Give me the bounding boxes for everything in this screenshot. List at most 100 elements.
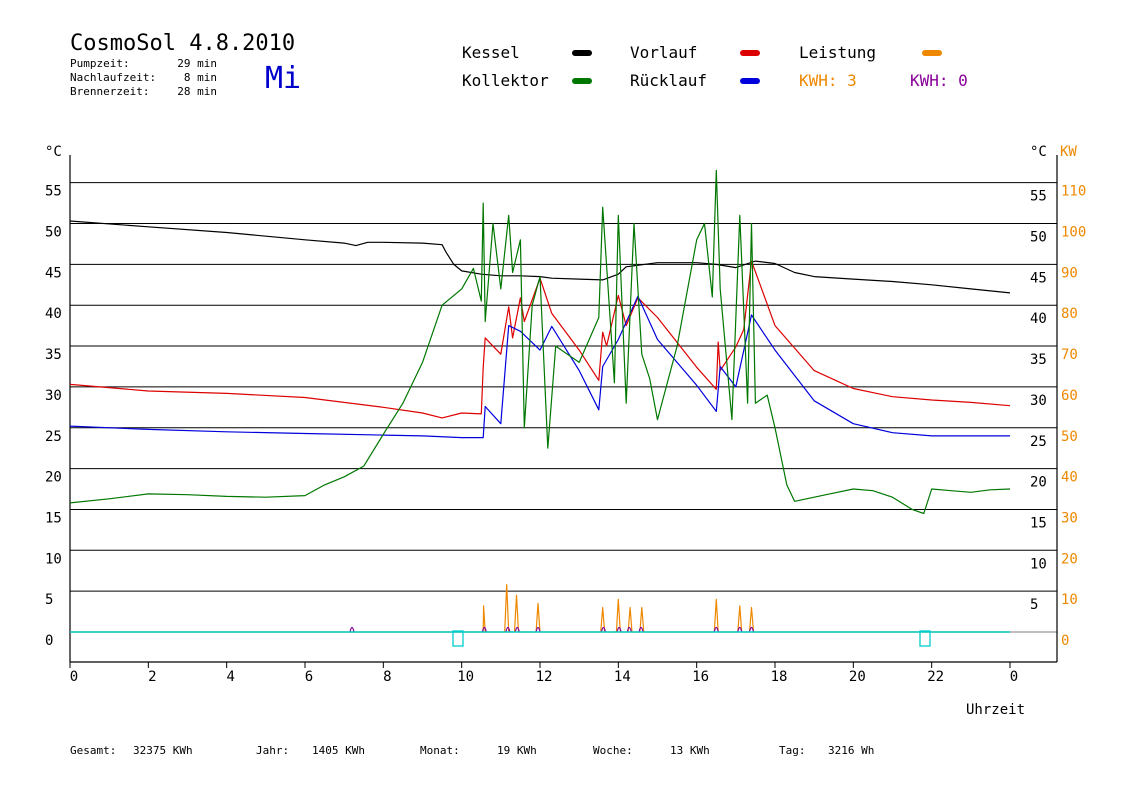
y-axis-unit-right: °C <box>1030 144 1047 160</box>
nachlaufzeit-label: Nachlaufzeit: <box>70 71 156 84</box>
y-tick-right-45: 45 <box>1030 270 1047 286</box>
kw-tick-0: 0 <box>1061 633 1069 649</box>
chart-title: CosmoSol 4.8.2010 <box>70 31 295 56</box>
tag-label: Tag: <box>779 744 806 757</box>
x-tick-3: 6 <box>305 669 313 685</box>
jahr-label: Jahr: <box>256 744 289 757</box>
kw-tick-90: 90 <box>1061 265 1078 281</box>
y-tick-right-10: 10 <box>1030 556 1047 572</box>
x-tick-7: 14 <box>614 669 631 685</box>
kw-tick-40: 40 <box>1061 470 1078 486</box>
series-line-vorlauf <box>69 260 1011 419</box>
pumpzeit-label: Pumpzeit: <box>70 57 130 70</box>
burner-marker-1 <box>481 626 487 633</box>
burner-marker-8 <box>638 626 644 633</box>
legend-label-kollektor: Kollektor <box>462 71 549 90</box>
burner-markers <box>349 626 755 633</box>
x-tick-10: 20 <box>849 669 866 685</box>
brennerzeit-label: Brennerzeit: <box>70 85 149 98</box>
kw-tick-80: 80 <box>1061 306 1078 322</box>
y-tick-left-45: 45 <box>45 265 62 281</box>
x-tick-1: 2 <box>148 669 156 685</box>
series <box>69 169 1011 633</box>
y-tick-left-30: 30 <box>45 388 62 404</box>
pump-start-marker <box>452 630 464 647</box>
energy-totals: Gesamt: 32375 KWh Jahr: 1405 KWh Monat: … <box>70 744 874 757</box>
burner-marker-10 <box>737 626 743 633</box>
x-tick-0: 0 <box>70 669 78 685</box>
burner-marker-4 <box>535 626 541 633</box>
kw-tick-100: 100 <box>1061 225 1086 241</box>
y-tick-right-35: 35 <box>1030 352 1047 368</box>
y-tick-left-50: 50 <box>45 225 62 241</box>
x-tick-9: 18 <box>771 669 788 685</box>
burner-marker-9 <box>713 626 719 633</box>
pump-stop-marker <box>919 630 931 647</box>
grid <box>70 182 1057 633</box>
x-tick-12: 0 <box>1010 669 1018 685</box>
y-tick-left-25: 25 <box>45 429 62 445</box>
kw-tick-60: 60 <box>1061 388 1078 404</box>
jahr-value: 1405 KWh <box>312 744 365 757</box>
burner-marker-6 <box>616 626 622 633</box>
series-line-kessel <box>69 220 1011 294</box>
kw-axis-unit: KW <box>1060 144 1077 160</box>
kw-tick-20: 20 <box>1061 551 1078 567</box>
nachlaufzeit-value: 8 min <box>184 71 217 84</box>
woche-value: 13 KWh <box>670 744 710 757</box>
y-tick-right-25: 25 <box>1030 434 1047 450</box>
y-tick-left-35: 35 <box>45 347 62 363</box>
burner-marker-2 <box>505 626 511 633</box>
y-tick-right-30: 30 <box>1030 393 1047 409</box>
y-axis-unit-left: °C <box>45 144 62 160</box>
run-times: Pumpzeit: 29 min Nachlaufzeit: 8 min Bre… <box>70 57 217 98</box>
y-tick-left-0: 0 <box>45 633 53 649</box>
brennerzeit-value: 28 min <box>177 85 217 98</box>
gesamt-label: Gesamt: <box>70 744 116 757</box>
x-tick-4: 8 <box>383 669 391 685</box>
burner-marker-11 <box>748 626 755 633</box>
y-tick-left-5: 5 <box>45 592 53 608</box>
y-tick-left-10: 10 <box>45 551 62 567</box>
x-axis-label: Uhrzeit <box>966 702 1025 718</box>
x-tick-8: 16 <box>692 669 709 685</box>
y-tick-right-55: 55 <box>1030 189 1047 205</box>
kwh-burner: KWH: 3 <box>799 71 857 90</box>
kw-tick-10: 10 <box>1061 592 1078 608</box>
pumpzeit-value: 29 min <box>177 57 217 70</box>
burner-marker-0 <box>349 626 355 633</box>
legend-label-ruecklauf: Rücklauf <box>630 71 707 90</box>
legend-label-kessel: Kessel <box>462 43 520 62</box>
tag-value: 3216 Wh <box>828 744 874 757</box>
kw-tick-30: 30 <box>1061 510 1078 526</box>
x-tick-2: 4 <box>226 669 234 685</box>
y-tick-left-40: 40 <box>45 306 62 322</box>
y-tick-right-40: 40 <box>1030 311 1047 327</box>
kw-tick-70: 70 <box>1061 347 1078 363</box>
monat-value: 19 KWh <box>497 744 537 757</box>
legend: Kessel Vorlauf Leistung Kollektor Rückla… <box>462 43 968 90</box>
burner-marker-3 <box>514 626 520 633</box>
burner-marker-5 <box>600 626 607 633</box>
legend-label-vorlauf: Vorlauf <box>630 43 697 62</box>
series-line-rücklauf <box>69 295 1010 439</box>
legend-label-leistung: Leistung <box>799 43 876 62</box>
weekday-label: Mi <box>265 61 301 96</box>
y-tick-right-50: 50 <box>1030 230 1047 246</box>
y-tick-right-5: 5 <box>1030 597 1038 613</box>
series-line-leistung <box>70 583 1010 633</box>
y-tick-left-15: 15 <box>45 510 62 526</box>
y-tick-left-20: 20 <box>45 470 62 486</box>
y-tick-left-55: 55 <box>45 184 62 200</box>
kw-tick-50: 50 <box>1061 429 1078 445</box>
x-tick-11: 22 <box>927 669 944 685</box>
gesamt-value: 32375 KWh <box>133 744 193 757</box>
monat-label: Monat: <box>420 744 460 757</box>
series-line-kollektor <box>69 169 1011 515</box>
burner-marker-7 <box>626 626 632 633</box>
woche-label: Woche: <box>593 744 633 757</box>
x-tick-6: 12 <box>536 669 553 685</box>
y-tick-right-15: 15 <box>1030 515 1047 531</box>
